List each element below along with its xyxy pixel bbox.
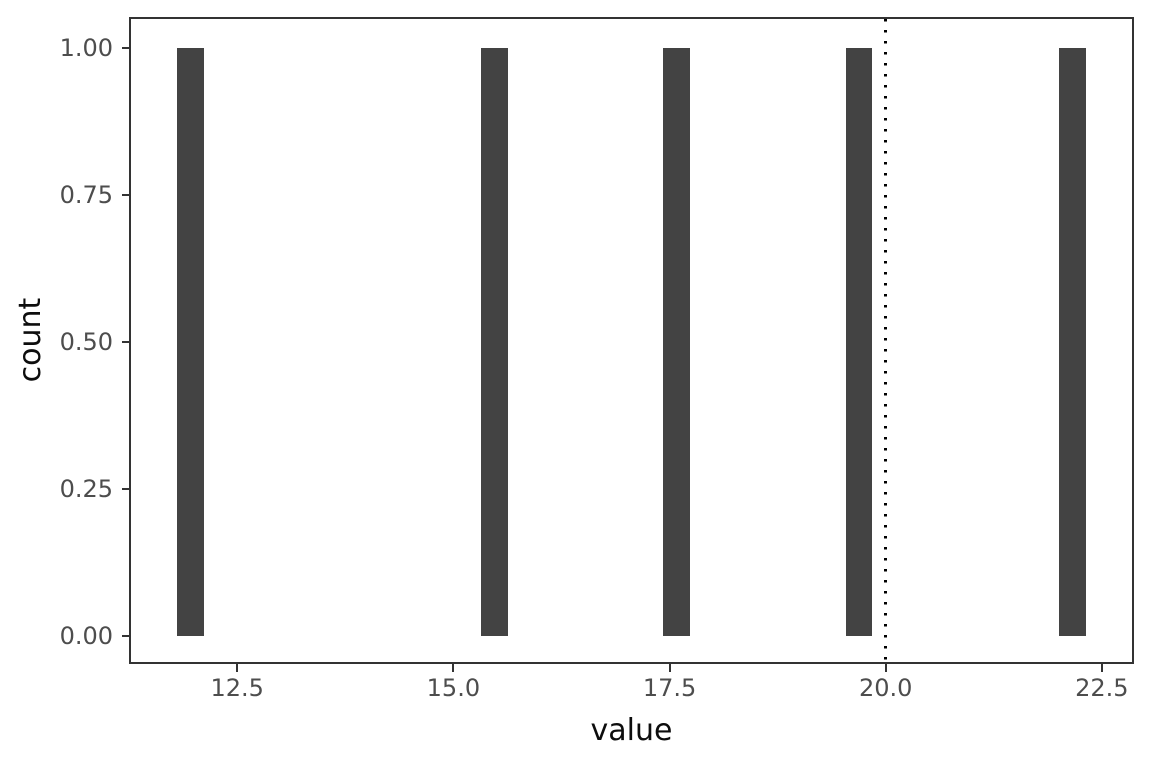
x-tick-mark (1100, 663, 1103, 672)
y-tick-mark (121, 46, 130, 49)
histogram-bar (1059, 47, 1086, 636)
y-tick-label: 0.00 (59, 621, 113, 650)
y-tick-label: 0.75 (59, 180, 113, 209)
x-axis-title: value (590, 713, 673, 748)
x-tick-label: 12.5 (210, 674, 264, 702)
plot-panel-border (129, 17, 1134, 664)
y-tick-mark (121, 634, 130, 637)
histogram-bar (663, 47, 690, 636)
x-tick-mark (452, 663, 455, 672)
histogram-bar (845, 47, 873, 636)
y-tick-label: 0.50 (59, 327, 113, 356)
y-tick-mark (121, 193, 130, 196)
x-tick-label: 22.5 (1075, 674, 1129, 702)
histogram-bar (481, 47, 509, 636)
reference-vline-dotted (884, 19, 887, 662)
histogram-bar (177, 47, 204, 636)
x-tick-label: 15.0 (426, 674, 481, 702)
x-tick-mark (236, 663, 239, 672)
x-tick-mark (668, 663, 671, 672)
x-tick-mark (884, 663, 887, 672)
x-tick-label: 20.0 (858, 674, 913, 702)
y-tick-mark (121, 340, 130, 343)
y-tick-label: 1.00 (59, 33, 113, 62)
x-tick-label: 17.5 (642, 674, 697, 702)
y-tick-label: 0.25 (59, 474, 113, 503)
y-tick-mark (121, 487, 130, 490)
